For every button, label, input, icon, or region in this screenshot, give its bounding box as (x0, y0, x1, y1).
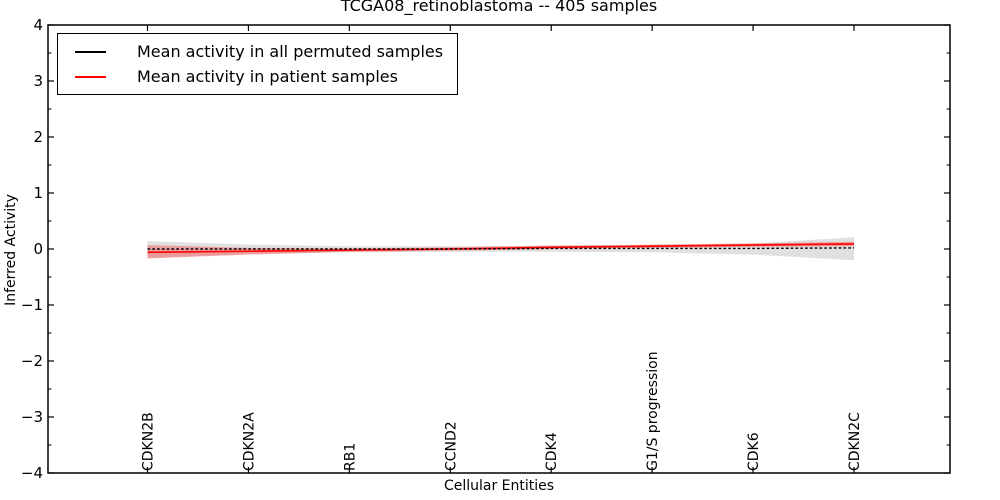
y-tick-label: −2 (21, 352, 43, 370)
y-tick-label: 1 (33, 184, 43, 202)
x-tick-label: RB1 (342, 443, 358, 471)
x-tick-label: CDKN2C (847, 412, 863, 471)
patient-line-swatch-icon (75, 75, 106, 78)
legend-entry-permuted: Mean activity in all permuted samples (58, 39, 443, 64)
y-tick-label: −3 (21, 408, 43, 426)
y-tick-label: 3 (33, 72, 43, 90)
y-tick-label: 0 (33, 240, 43, 258)
y-tick-label: 4 (33, 16, 43, 34)
permuted-mean-line (147, 247, 855, 250)
chart-title: TCGA08_retinoblastoma -- 405 samples (340, 0, 658, 15)
y-tick-label: −1 (21, 296, 43, 314)
x-tick-label: CCND2 (443, 421, 459, 471)
x-axis-label: Cellular Entities (443, 478, 555, 494)
y-tick-label: 2 (33, 128, 43, 146)
x-tick-label: G1/S progression (645, 351, 661, 471)
x-tick-label: CDK4 (544, 432, 560, 471)
legend-label-patient: Mean activity in patient samples (137, 67, 398, 86)
legend: Mean activity in all permuted samples Me… (57, 33, 459, 95)
x-tick-label: CDKN2A (241, 412, 257, 471)
patient-mean-line (147, 243, 855, 254)
x-tick-label: CDKN2B (141, 412, 157, 471)
legend-label-permuted: Mean activity in all permuted samples (137, 42, 444, 61)
y-tick-label: −4 (21, 464, 43, 482)
y-axis-label: Inferred Activity (3, 194, 19, 306)
legend-entry-patient: Mean activity in patient samples (58, 64, 443, 89)
permuted-line-swatch-icon (75, 50, 106, 53)
x-tick-label: CDK6 (746, 432, 762, 471)
